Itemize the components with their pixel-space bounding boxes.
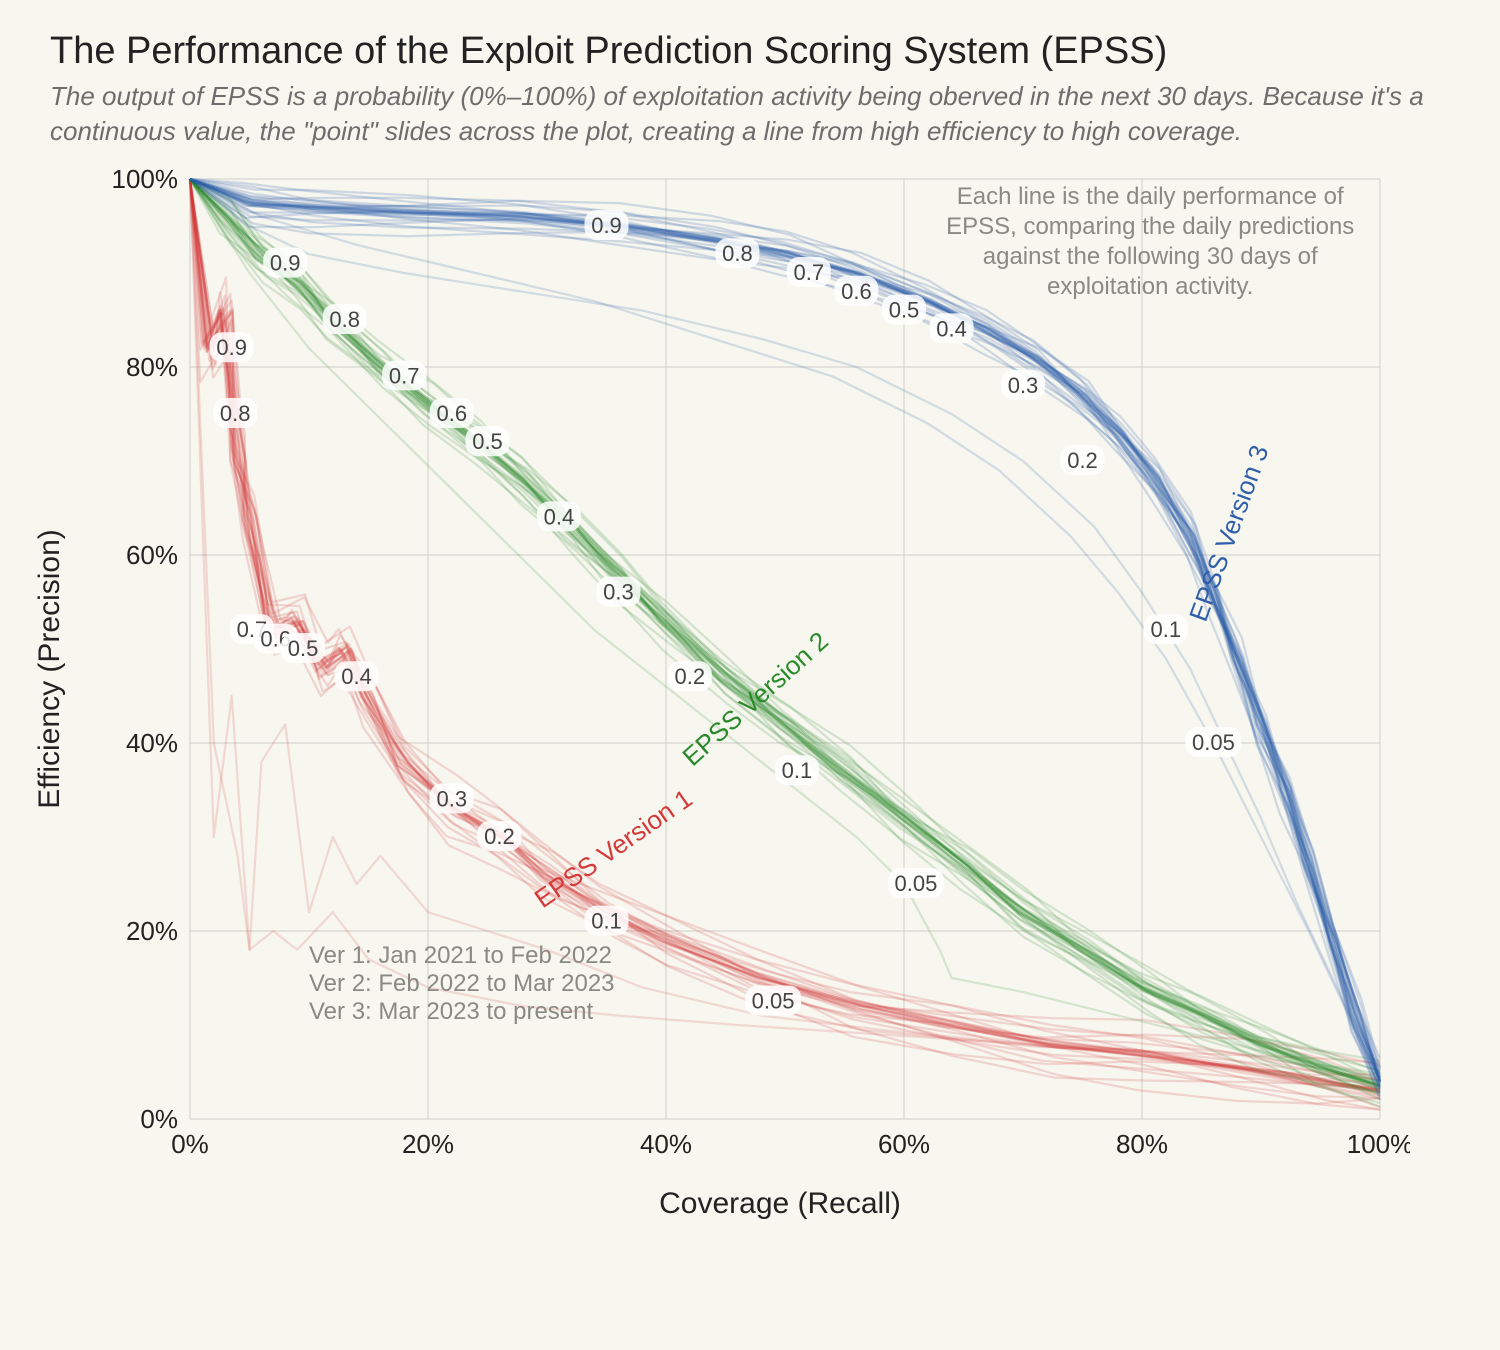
svg-text:against the following 30 days: against the following 30 days of — [983, 243, 1318, 270]
svg-text:0.4: 0.4 — [544, 505, 575, 530]
svg-text:60%: 60% — [126, 540, 178, 570]
svg-text:60%: 60% — [878, 1129, 930, 1159]
svg-text:0.2: 0.2 — [484, 824, 515, 849]
svg-text:Ver 3: Mar 2023 to present: Ver 3: Mar 2023 to present — [309, 998, 594, 1025]
svg-text:0.4: 0.4 — [936, 317, 967, 342]
svg-text:80%: 80% — [1116, 1129, 1168, 1159]
svg-text:0.1: 0.1 — [1151, 617, 1182, 642]
svg-text:0.5: 0.5 — [472, 429, 503, 454]
svg-text:20%: 20% — [402, 1129, 454, 1159]
svg-text:0.6: 0.6 — [437, 401, 468, 426]
svg-text:0.1: 0.1 — [591, 909, 622, 934]
svg-text:0.6: 0.6 — [841, 279, 872, 304]
svg-text:0.7: 0.7 — [389, 364, 420, 389]
svg-text:exploitation activity.: exploitation activity. — [1047, 273, 1253, 300]
svg-text:0.2: 0.2 — [1067, 448, 1098, 473]
chart-subtitle: The output of EPSS is a probability (0%–… — [50, 79, 1430, 149]
svg-text:0.3: 0.3 — [437, 787, 468, 812]
svg-text:40%: 40% — [640, 1129, 692, 1159]
svg-text:100%: 100% — [112, 164, 179, 194]
svg-text:EPSS, comparing the daily pred: EPSS, comparing the daily predictions — [946, 213, 1354, 240]
svg-text:0.05: 0.05 — [752, 989, 795, 1014]
svg-text:0.8: 0.8 — [722, 241, 753, 266]
svg-text:0.8: 0.8 — [220, 401, 251, 426]
svg-text:40%: 40% — [126, 728, 178, 758]
svg-text:0.9: 0.9 — [216, 335, 247, 360]
plot-svg: 0%20%40%60%80%100%0%20%40%60%80%100%0.90… — [110, 159, 1410, 1179]
svg-text:0.05: 0.05 — [894, 871, 937, 896]
svg-text:0.9: 0.9 — [270, 251, 301, 276]
svg-text:0.9: 0.9 — [591, 213, 622, 238]
svg-text:0%: 0% — [140, 1104, 178, 1134]
svg-text:Ver 1: Jan 2021 to Feb 2022: Ver 1: Jan 2021 to Feb 2022 — [309, 942, 612, 969]
chart-title: The Performance of the Exploit Predictio… — [50, 30, 1450, 73]
svg-text:0.05: 0.05 — [1192, 730, 1235, 755]
plot-container: Efficiency (Precision) 0%20%40%60%80%100… — [110, 159, 1450, 1179]
svg-text:0.7: 0.7 — [794, 260, 825, 285]
x-axis-label: Coverage (Recall) — [110, 1187, 1450, 1221]
svg-text:0.5: 0.5 — [889, 298, 920, 323]
svg-text:Each line is the daily perform: Each line is the daily performance of — [957, 183, 1344, 210]
svg-text:0.3: 0.3 — [1008, 373, 1039, 398]
svg-text:0.4: 0.4 — [341, 664, 372, 689]
svg-text:100%: 100% — [1347, 1129, 1410, 1159]
y-axis-label: Efficiency (Precision) — [33, 529, 67, 809]
svg-text:20%: 20% — [126, 916, 178, 946]
svg-text:Ver 2: Feb 2022 to Mar 2023: Ver 2: Feb 2022 to Mar 2023 — [309, 970, 615, 997]
svg-text:0.1: 0.1 — [782, 758, 813, 783]
svg-text:0.3: 0.3 — [603, 580, 634, 605]
svg-text:0.2: 0.2 — [675, 664, 706, 689]
svg-text:0.8: 0.8 — [329, 307, 360, 332]
svg-text:0.5: 0.5 — [288, 636, 319, 661]
svg-text:80%: 80% — [126, 352, 178, 382]
